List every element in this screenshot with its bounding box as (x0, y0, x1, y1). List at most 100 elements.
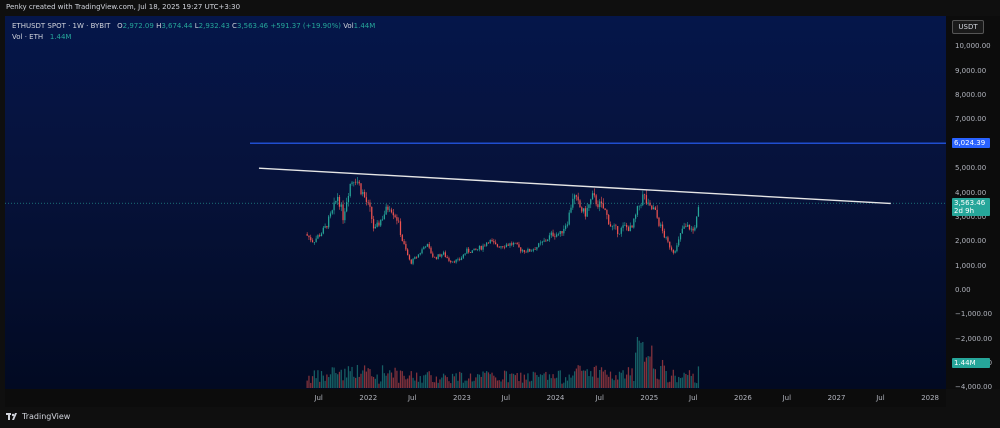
volume-bar (685, 373, 687, 388)
candle-body (383, 214, 385, 220)
candle-body (394, 215, 396, 218)
candle-body (317, 235, 319, 239)
candle-body (353, 181, 355, 183)
candle-body (331, 210, 333, 214)
volume-bar (624, 378, 626, 388)
volume-bar (696, 383, 698, 388)
volume-bar (340, 369, 342, 388)
volume-bar (609, 371, 612, 388)
volume-bar (622, 370, 624, 388)
candle-body (407, 249, 409, 256)
candle-body (444, 252, 446, 257)
volume-bar (527, 373, 529, 388)
volume-bar (525, 379, 527, 388)
candle-body (597, 204, 599, 208)
volume-bar (559, 370, 561, 388)
chart-pane[interactable] (5, 16, 946, 389)
time-tick-label: 2022 (359, 394, 378, 402)
volume-series-label[interactable]: Vol · ETH (12, 33, 44, 41)
volume-bar (439, 379, 441, 388)
volume-bar (566, 380, 569, 388)
candle-body (624, 225, 626, 226)
candle-body (568, 212, 570, 225)
time-tick-label: Jul (689, 394, 698, 402)
volume-bar (396, 370, 398, 388)
volume-bar (665, 370, 667, 388)
volume-bar (417, 381, 420, 388)
candle-body (543, 240, 545, 242)
candle-body (399, 221, 402, 236)
volume-bar (462, 382, 464, 388)
candle-body (401, 235, 403, 242)
volume-bar (638, 340, 640, 388)
volume-bar (667, 382, 669, 388)
volume-bar (453, 376, 455, 388)
candle-body (631, 225, 633, 228)
candle-body (635, 214, 637, 219)
volume-legend: Vol · ETH 1.44M (12, 33, 71, 41)
volume-bar (326, 374, 328, 388)
candle-body (480, 245, 482, 250)
candle-body (566, 224, 569, 226)
price-tick-label: 10,000.00 (955, 42, 991, 51)
volume-bar (346, 377, 348, 388)
volume-bar (380, 381, 382, 388)
candle-body (687, 224, 689, 227)
volume-bar (408, 375, 411, 388)
volume-bar (613, 380, 615, 388)
volume-bar (660, 365, 662, 388)
candle-body (414, 256, 416, 259)
candle-body (656, 209, 658, 218)
volume-bar (694, 382, 696, 388)
volume-bar (430, 375, 432, 388)
candle-body (475, 248, 477, 250)
volume-bar (428, 371, 430, 388)
price-tick-label: 5,000.00 (955, 164, 987, 173)
candle-body (435, 257, 438, 259)
currency-selector[interactable]: USDT (952, 20, 984, 34)
candle-body (367, 201, 369, 203)
candle-body (369, 202, 371, 207)
volume-bar (645, 357, 648, 388)
volume-bar (446, 377, 448, 388)
close-label: C (232, 22, 237, 30)
candle-body (493, 241, 495, 243)
volume-bar (310, 382, 312, 388)
volume-bar (674, 375, 676, 388)
volume-bar (362, 370, 364, 388)
candle-body (613, 225, 615, 227)
volume-bar (331, 367, 333, 388)
price-chart-svg[interactable] (5, 16, 946, 389)
volume-bar (564, 377, 567, 388)
candle-body (346, 202, 348, 212)
time-axis[interactable] (5, 389, 946, 407)
candle-body (396, 217, 398, 221)
volume-bar (347, 366, 350, 388)
volume-bar (322, 375, 324, 388)
time-tick-label: Jul (876, 394, 885, 402)
volume-bar (494, 377, 497, 388)
candle-body (640, 204, 642, 206)
time-tick-label: Jul (501, 394, 511, 402)
candle-body (609, 224, 612, 227)
price-tick-label: 4,000.00 (955, 188, 987, 197)
candle-body (320, 233, 323, 237)
symbol-label[interactable]: ETHUSDT SPOT · 1W · BYBIT (12, 22, 111, 30)
volume-bar (367, 368, 369, 388)
volume-bar (550, 378, 552, 388)
candle-body (669, 241, 671, 248)
candle-body (591, 193, 594, 200)
volume-bar (507, 382, 509, 388)
volume-bar (584, 370, 586, 388)
volume-bar (410, 371, 412, 388)
price-tick-label: −4,000.00 (955, 383, 993, 392)
candle-body (642, 194, 644, 205)
volume-bar (407, 378, 409, 388)
volume-bar (570, 377, 572, 388)
volume-bar (681, 377, 683, 388)
candle-body (575, 195, 578, 197)
candle-body (306, 233, 308, 236)
volume-bar (419, 376, 421, 388)
volume-bar (529, 381, 531, 388)
volume-bar (399, 370, 402, 388)
